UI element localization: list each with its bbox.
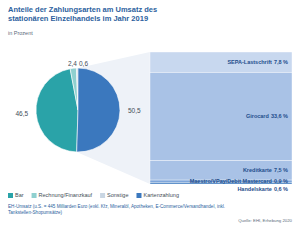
- bar-label: Handelskarte0,6 %: [237, 186, 288, 192]
- bar-segment: [150, 72, 292, 160]
- legend-swatch: [100, 193, 105, 198]
- legend-swatch: [136, 193, 141, 198]
- source: Quelle: EHI, Erhebung 2020: [238, 218, 292, 223]
- pie: [36, 68, 120, 152]
- data-label: 0,6 %: [274, 186, 288, 192]
- bar-category: Kreditkarte: [243, 167, 272, 173]
- data-label: 0,6: [79, 60, 88, 67]
- legend-swatch: [8, 193, 13, 198]
- legend-label: Sonstige: [107, 192, 128, 198]
- data-label: 7,5 %: [274, 167, 288, 173]
- bar-label: SEPA-Lastschrift7,8 %: [227, 59, 288, 65]
- data-label: 2,4: [68, 60, 77, 67]
- note: EH-Umsatz (u.S. = 445 Milliarden Euro (e…: [8, 204, 243, 216]
- data-label: 0,9 %: [274, 178, 288, 184]
- bar-segment: [150, 52, 292, 72]
- legend-label: Kartenzahlung: [143, 192, 178, 198]
- pie-slice: [36, 69, 78, 152]
- bar-category: SEPA-Lastschrift: [227, 59, 272, 65]
- bar-label: Kreditkarte7,5 %: [243, 167, 288, 173]
- chart: 46,5 2,40,6 50,5 Bar Rechnung/Finanzkauf Sons…: [0, 0, 300, 226]
- legend-swatch: [32, 193, 37, 198]
- legend-label: Bar: [15, 192, 24, 198]
- data-label: 33,6 %: [271, 113, 288, 119]
- bar-category: Handelskarte: [237, 186, 272, 192]
- data-label: 50,5: [128, 107, 141, 114]
- breakdown-bar: [150, 52, 292, 184]
- data-label: 46,5: [15, 110, 28, 117]
- bar-category: Girocard: [246, 113, 269, 119]
- pie-slice: [70, 68, 78, 110]
- pie-slice: [77, 68, 120, 152]
- data-label: 7,8 %: [274, 59, 288, 65]
- bar-segment: [150, 160, 292, 180]
- bar-label: Girocard33,6 %: [246, 113, 288, 119]
- title: Anteile der Zahlungsarten am Umsatz des …: [8, 5, 198, 23]
- subtitle: in Prozent: [8, 30, 33, 36]
- bar-category: Maestro/VPay/Debit Mastercard: [190, 178, 272, 184]
- connector: [77, 52, 150, 184]
- legend-label: Rechnung/Finanzkauf: [39, 192, 93, 198]
- bar-label: Maestro/VPay/Debit Mastercard0,9 %: [190, 178, 288, 184]
